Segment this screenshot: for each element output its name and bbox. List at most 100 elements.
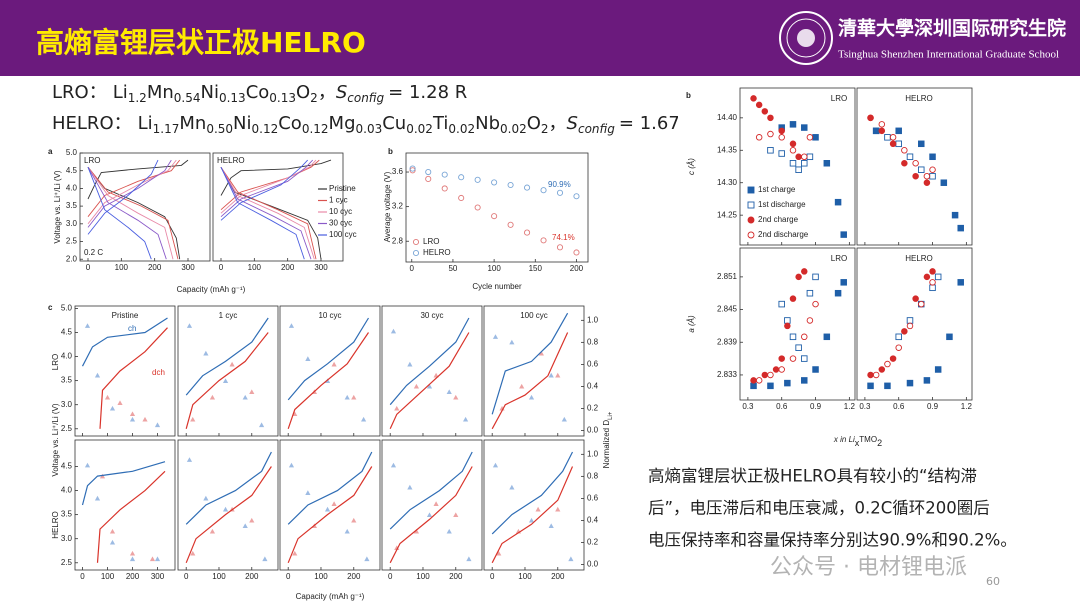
marker — [895, 333, 902, 341]
annotation: 90.9% — [548, 180, 571, 189]
plot-frame — [279, 439, 381, 571]
separator: ， — [318, 82, 336, 103]
x-tick-label: 200 — [148, 263, 162, 272]
y-tick-label: 2.833 — [717, 370, 738, 379]
curve — [87, 167, 152, 260]
element-symbol: Ni — [201, 82, 219, 103]
x-tick-label: 100 — [416, 572, 430, 581]
annotation: ch — [128, 324, 136, 333]
marker — [425, 175, 432, 183]
summary-line: 后”，电压滞后和电压衰减，0.2C循环200圈后 — [648, 499, 990, 518]
slide-title: 高熵富锂层状正极HELRO — [36, 26, 366, 59]
x-tick-label: 100 — [248, 263, 262, 272]
row-label: HELRO — [51, 511, 60, 539]
marker — [433, 501, 439, 506]
marker — [906, 379, 914, 387]
marker — [344, 528, 350, 534]
s-symbol: S — [567, 113, 578, 134]
marker — [548, 372, 554, 378]
marker — [331, 501, 337, 506]
x-tick-label: 0 — [80, 572, 85, 581]
marker — [901, 160, 908, 167]
x-axis-label-part: x in Li — [833, 435, 855, 444]
marker — [895, 344, 902, 351]
x-tick-label: 0.6 — [776, 402, 788, 411]
marker — [878, 366, 886, 373]
curve — [389, 466, 473, 564]
marker — [390, 462, 397, 468]
element-symbol: Nb — [475, 113, 500, 134]
plot-frame — [739, 247, 856, 401]
marker — [929, 268, 936, 275]
marker — [778, 355, 785, 362]
marker — [407, 361, 413, 367]
marker — [142, 416, 148, 422]
marker — [441, 185, 448, 192]
marker — [84, 323, 91, 328]
y-tick-label: 14.35 — [717, 145, 738, 154]
marker — [154, 556, 161, 562]
marker — [747, 216, 755, 224]
x-tick-label: 200 — [126, 572, 140, 581]
marker — [555, 372, 561, 378]
x-tick-label: 50 — [448, 264, 457, 273]
marker — [540, 187, 547, 194]
marker — [99, 473, 106, 479]
curve — [220, 159, 309, 221]
y-tick-label: 0.8 — [587, 471, 599, 480]
marker — [426, 512, 433, 517]
element-symbol: Ni — [233, 113, 251, 134]
summary-line: 电压保持率和容量保持率分别达90.9%和90.2%。 — [648, 531, 1017, 550]
marker — [895, 127, 902, 135]
marker — [912, 172, 919, 180]
curve — [287, 317, 370, 401]
marker — [538, 350, 544, 356]
y-tick-label: 2.5 — [61, 558, 73, 567]
marker — [789, 121, 797, 128]
marker — [778, 366, 785, 373]
y-tick-label: 5.0 — [61, 304, 73, 313]
y-tick-label: 5.0 — [66, 148, 78, 157]
y-tick-label: 2.845 — [717, 305, 738, 314]
plot-frame — [177, 439, 279, 571]
plot-frame — [212, 152, 344, 262]
plot-frame — [856, 87, 973, 246]
y-tick-label: 0.6 — [587, 493, 599, 502]
marker — [305, 490, 311, 495]
marker — [812, 366, 819, 373]
subplot-title: LRO — [84, 156, 100, 165]
marker — [305, 356, 311, 361]
curve — [491, 312, 569, 415]
marker — [755, 377, 763, 384]
legend-label: 1st discharge — [758, 200, 806, 209]
x-tick-label: 300 — [314, 263, 328, 272]
marker — [912, 160, 919, 167]
marker — [767, 130, 774, 138]
y-tick-label: 14.25 — [717, 210, 738, 219]
plot-frame — [739, 87, 856, 246]
x-axis-label: Capacity (mAh g⁻¹) — [177, 285, 246, 294]
marker — [934, 273, 942, 281]
marker — [446, 389, 452, 395]
element-symbol: Ti — [432, 113, 448, 134]
x-tick-label: 0.3 — [859, 402, 871, 411]
curve — [87, 166, 181, 260]
y-tick-label: 4.5 — [61, 462, 73, 471]
legend-label: 10 cyc — [329, 207, 352, 216]
marker — [923, 377, 931, 384]
element-subscript: 1.17 — [153, 122, 180, 136]
marker — [409, 165, 416, 172]
marker — [889, 140, 897, 148]
formulas: LRO： Li1.2Mn0.54Ni0.13Co0.13O2，Sconfig = 1… — [52, 82, 698, 136]
marker — [361, 416, 367, 422]
legend-label: Pristine — [329, 184, 356, 193]
marker — [823, 160, 831, 167]
annotation: dch — [152, 368, 165, 377]
element-subscript: 1.2 — [128, 91, 147, 105]
legend-label: 30 cyc — [329, 219, 352, 228]
marker — [789, 140, 797, 148]
element-symbol: Co — [278, 113, 302, 134]
marker — [209, 528, 216, 534]
marker — [747, 201, 755, 209]
